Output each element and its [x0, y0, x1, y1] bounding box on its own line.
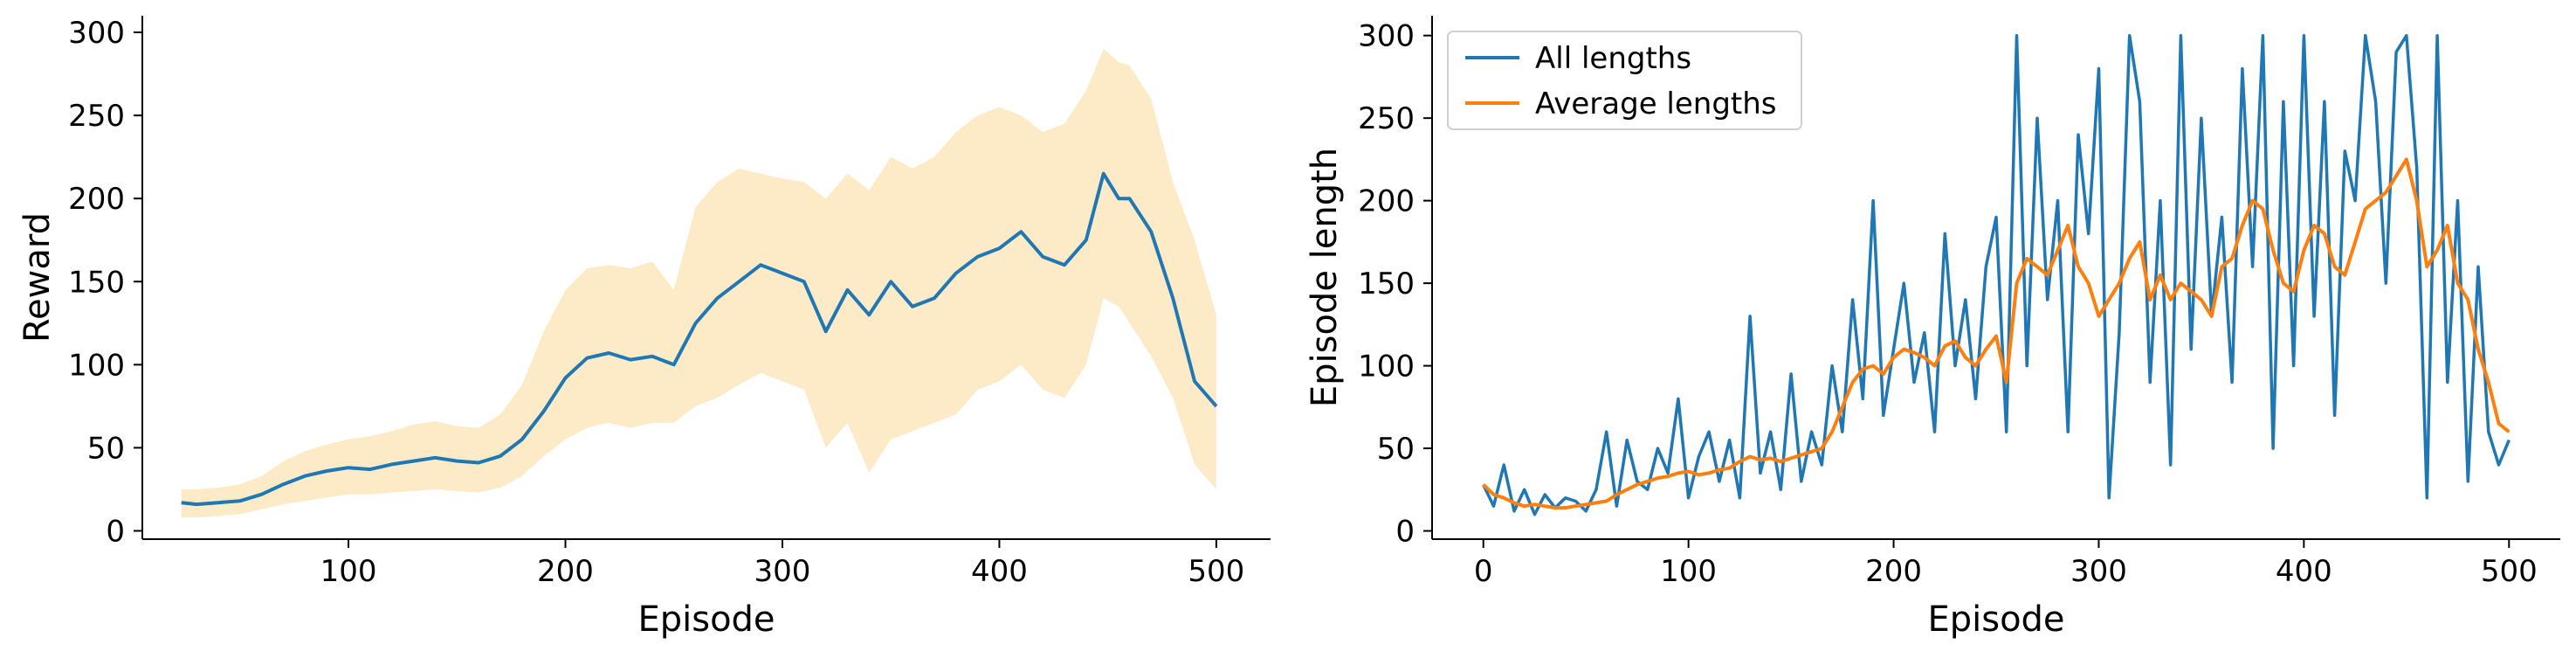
legend-label: All lengths: [1535, 41, 1691, 76]
reward-std-band: [181, 49, 1216, 518]
length-y-tick-label: 300: [1358, 19, 1415, 54]
length-y-tick-label: 250: [1358, 101, 1415, 136]
length-x-axis-label: Episode: [1927, 599, 2064, 640]
reward-y-tick-label: 50: [87, 431, 125, 466]
reward-x-tick-label: 200: [537, 554, 594, 589]
reward-x-axis-label: Episode: [637, 599, 775, 640]
reward-y-tick-label: 250: [68, 99, 125, 134]
reward-chart: 100 200 300 400 500 0 50 100 150 200 250 300 Episode…: [17, 16, 1271, 640]
reward-x-tick-label: 300: [754, 554, 811, 589]
length-x-tick-label: 200: [1865, 554, 1922, 589]
reward-y-axis-label: Reward: [17, 212, 58, 343]
length-y-tick-label: 150: [1358, 267, 1415, 301]
length-x-tick-label: 0: [1474, 554, 1493, 589]
length-x-tick-label: 400: [2276, 554, 2332, 589]
reward-y-tick-label: 100: [68, 348, 125, 383]
length-y-tick-label: 50: [1377, 432, 1415, 467]
length-y-tick-label: 100: [1358, 350, 1415, 384]
legend: All lengths Average lengths: [1447, 31, 1802, 130]
average-lengths-line: [1482, 157, 2511, 510]
length-x-tick-label: 100: [1660, 554, 1717, 589]
reward-y-tick-label: 0: [106, 514, 125, 549]
length-x-tick-label: 300: [2070, 554, 2127, 589]
length-x-tick-label: 500: [2481, 554, 2538, 589]
length-y-axis-label: Episode length: [1305, 148, 1345, 407]
legend-label: Average lengths: [1535, 87, 1777, 121]
reward-y-tick-label: 200: [68, 182, 125, 217]
reward-x-tick-label: 500: [1188, 554, 1244, 589]
reward-x-tick-label: 400: [971, 554, 1028, 589]
length-y-tick-label: 0: [1395, 515, 1415, 550]
reward-mean-line: [181, 171, 1218, 507]
all-lengths-line: [1482, 33, 2511, 516]
length-y-tick-label: 200: [1358, 184, 1415, 219]
reward-x-tick-label: 100: [320, 554, 377, 589]
length-chart: 0 100 200 300 400 500050100150200250300Episod…: [1305, 16, 2560, 640]
reward-y-tick-label: 150: [68, 265, 125, 300]
legend-box: [1447, 31, 1802, 130]
reward-y-tick-label: 300: [68, 16, 125, 51]
